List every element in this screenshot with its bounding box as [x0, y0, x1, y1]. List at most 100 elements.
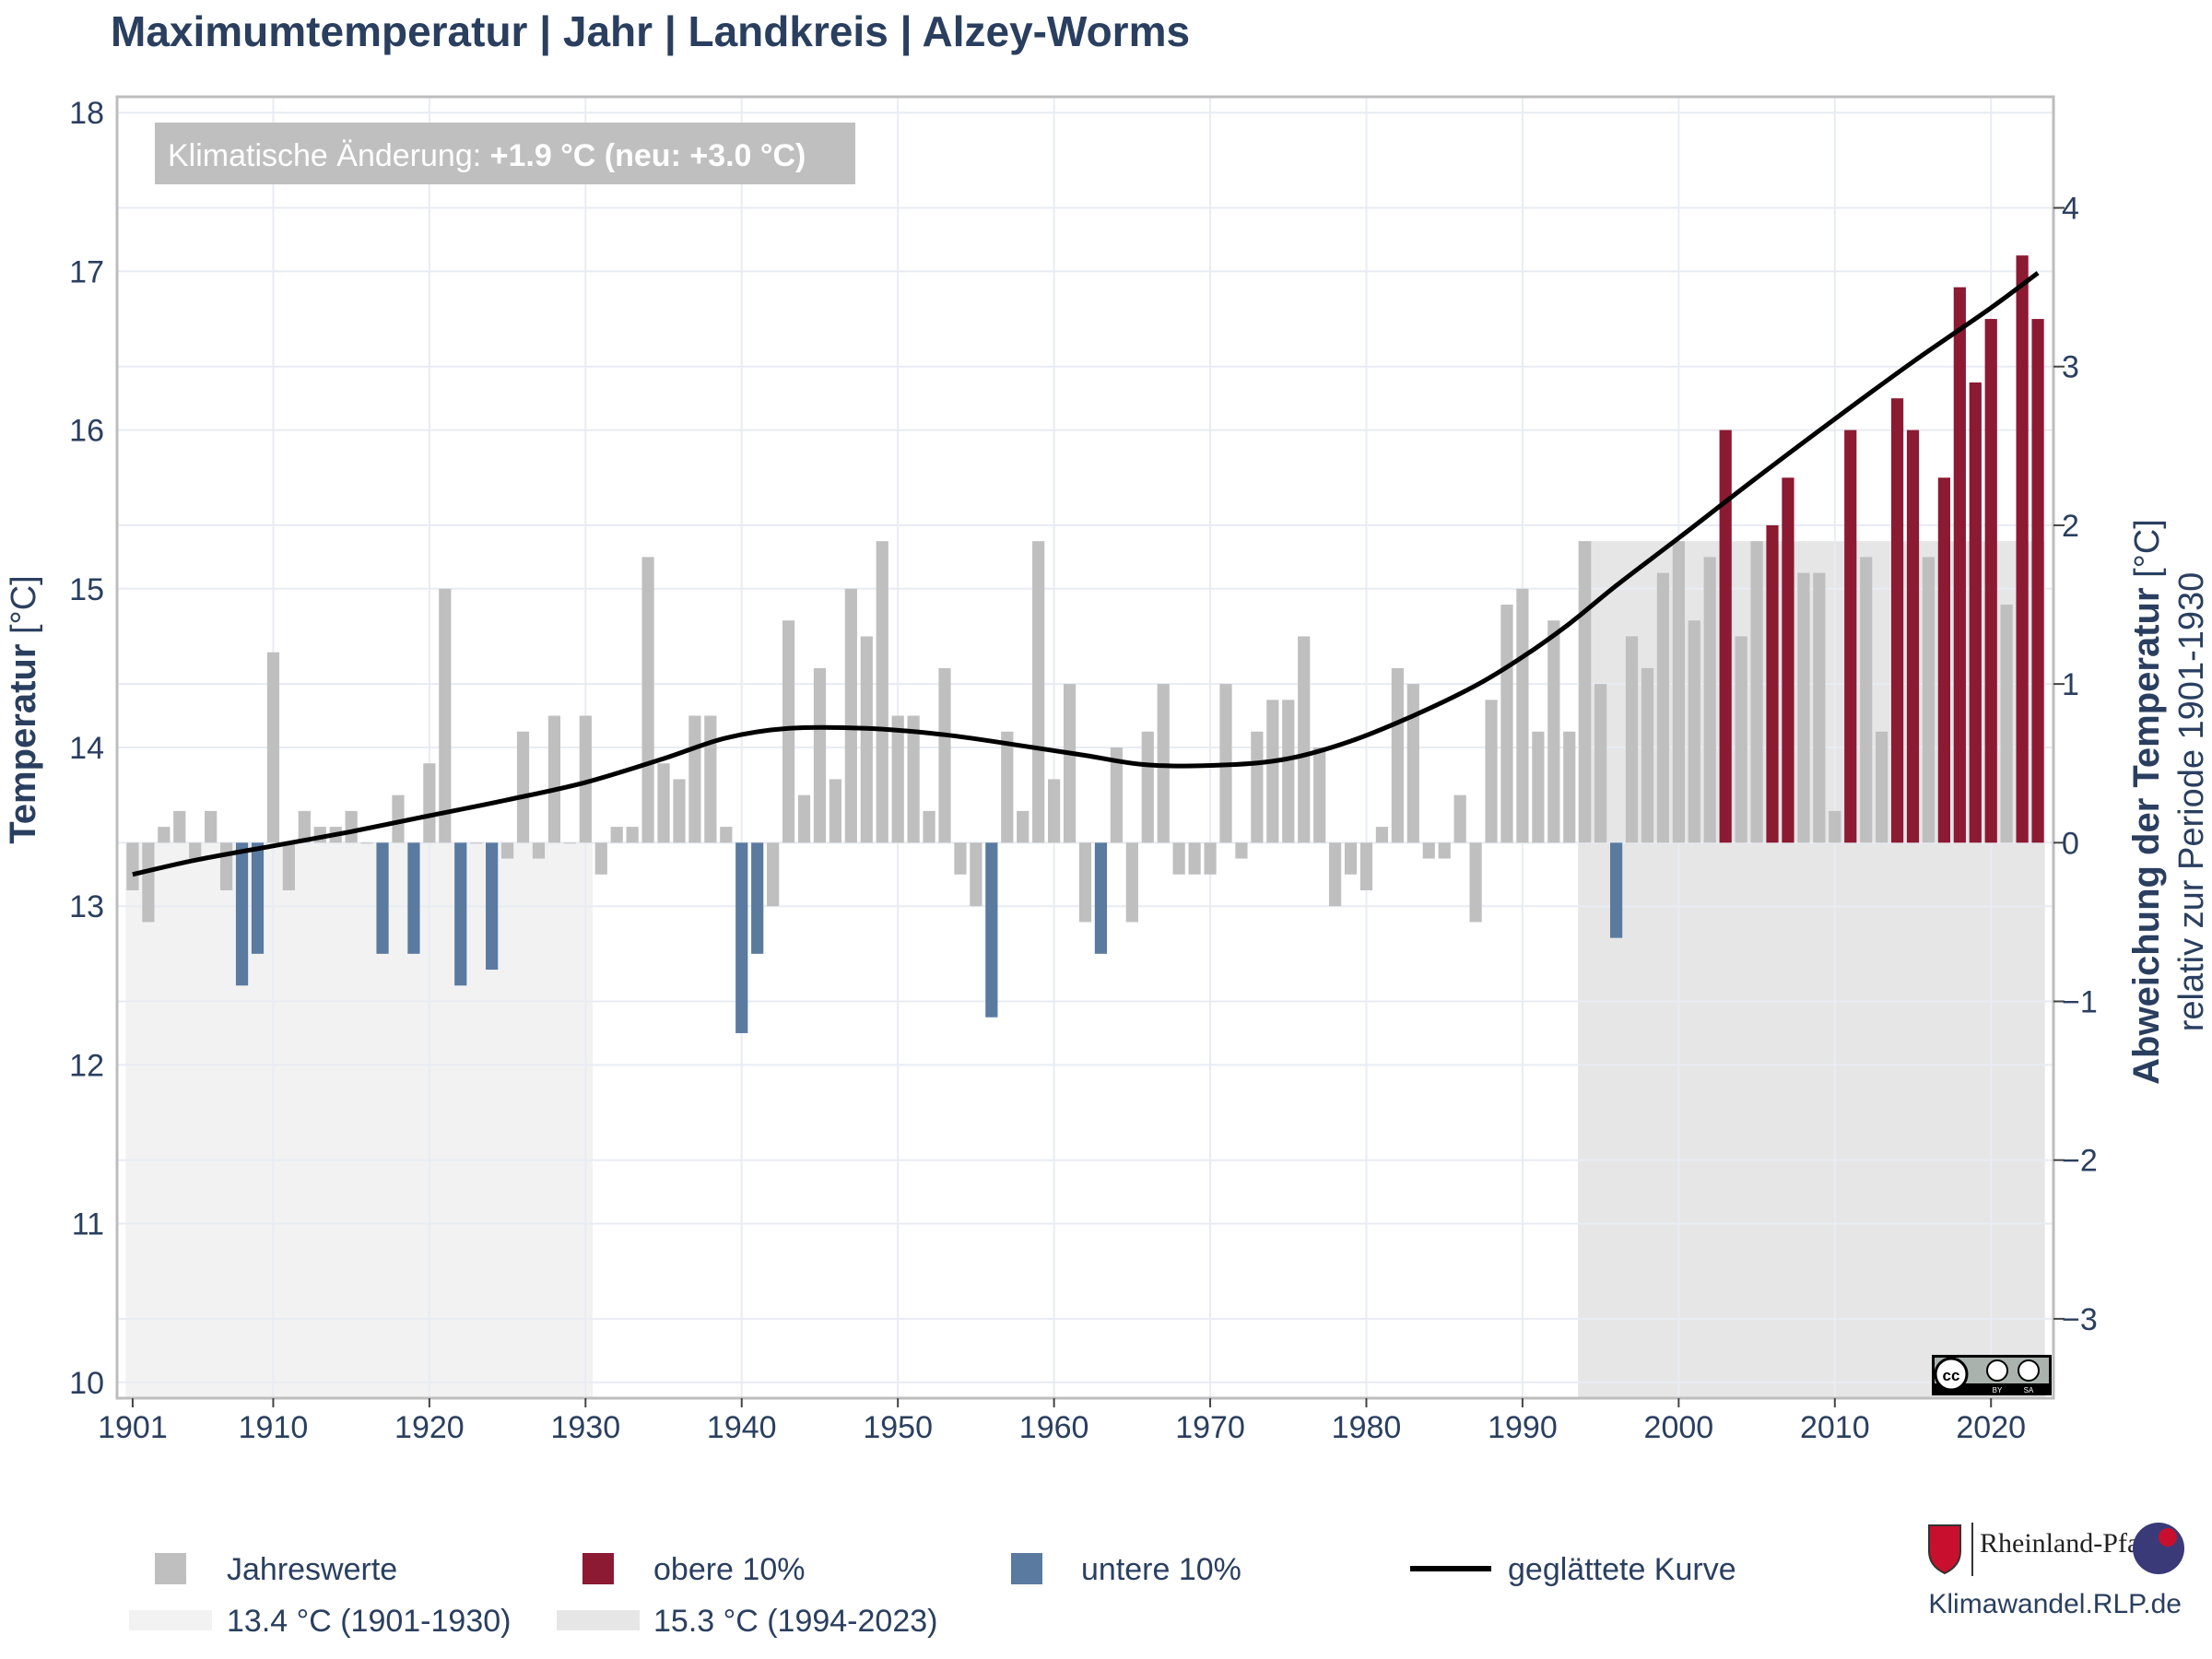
- bar-1948: [860, 636, 873, 843]
- bar-1936: [673, 779, 686, 843]
- right-axis-subtitle: relativ zur Periode 1901-1930: [2172, 572, 2211, 1032]
- bar-2023: [2031, 319, 2044, 843]
- bar-1911: [282, 842, 295, 890]
- x-tick-label-1901: 1901: [98, 1410, 168, 1445]
- bar-1912: [298, 810, 311, 843]
- bar-1977: [1313, 747, 1326, 843]
- x-tick-label-1940: 1940: [707, 1410, 777, 1445]
- cc-by-sa-badge: cc BY SA: [1932, 1355, 2052, 1395]
- bar-1923: [470, 842, 483, 844]
- bar-1979: [1344, 842, 1358, 875]
- bar-1940: [735, 842, 748, 1033]
- bar-2015: [1906, 429, 1920, 843]
- x-tick-label-1910: 1910: [239, 1410, 309, 1445]
- bar-1991: [1532, 731, 1545, 843]
- bar-1924: [486, 842, 499, 971]
- y-tick-label-14: 14: [69, 731, 104, 766]
- y-tick-label-12: 12: [69, 1048, 104, 1083]
- by-icon: [1986, 1359, 2008, 1382]
- annotation-prefix: Klimatische Änderung:: [168, 138, 490, 173]
- bar-1994: [1579, 541, 1592, 843]
- y2-tick-label--2: −2: [2062, 1144, 2098, 1179]
- x-axis: 1901 1910 1920 1930 1940 1950 1960 1970 1980 1990…: [98, 1398, 2026, 1445]
- bar-1964: [1110, 747, 1123, 843]
- chart-title: Maximumtemperatur | Jahr | Landkreis | A…: [111, 7, 1190, 55]
- y-tick-label-13: 13: [69, 889, 104, 924]
- x-tick-label-2000: 2000: [1644, 1410, 1714, 1445]
- bar-1976: [1298, 636, 1311, 843]
- bar-1910: [266, 652, 280, 843]
- bar-2019: [1969, 382, 1982, 843]
- bar-1925: [500, 842, 514, 859]
- plot-area: [115, 95, 2055, 1400]
- bar-1935: [657, 763, 670, 843]
- bar-1939: [720, 827, 733, 843]
- bar-2004: [1735, 636, 1747, 843]
- annotation-box: [155, 123, 855, 184]
- bar-1915: [345, 810, 358, 843]
- bar-1970: [1204, 842, 1217, 875]
- right-axis-title: Abweichung der Temperatur [°C]: [2126, 519, 2167, 1085]
- bar-1999: [1656, 572, 1670, 843]
- right-axis-title-main: Abweichung der Temperatur: [2126, 587, 2167, 1084]
- bar-1951: [907, 715, 920, 843]
- bar-1983: [1406, 684, 1419, 843]
- bar-1909: [251, 842, 265, 954]
- bar-1903: [158, 827, 171, 843]
- bar-1961: [1063, 684, 1077, 843]
- bar-2008: [1797, 572, 1810, 843]
- svg-text:SA: SA: [2024, 1386, 2034, 1394]
- bar-1997: [1625, 636, 1639, 843]
- legend-untere: untere 10%: [1081, 1552, 1241, 1587]
- bar-1943: [782, 620, 795, 843]
- site-link[interactable]: Klimawandel.RLP.de: [1928, 1589, 2182, 1619]
- sa-icon: [2018, 1359, 2040, 1382]
- bar-1982: [1391, 667, 1404, 843]
- legend-swatch-obere: [582, 1553, 614, 1584]
- bar-2011: [1844, 429, 1857, 843]
- bar-1967: [1157, 684, 1170, 843]
- left-axis-title: Temperatur [°C]: [3, 575, 43, 843]
- bar-1937: [688, 715, 701, 843]
- bar-1941: [751, 842, 764, 954]
- x-tick-label-1980: 1980: [1332, 1410, 1402, 1445]
- y-tick-label-18: 18: [69, 96, 104, 131]
- bar-1996: [1609, 842, 1623, 938]
- y2-tick-label-1: 1: [2062, 667, 2079, 702]
- bar-1984: [1422, 842, 1435, 859]
- bar-1958: [1017, 810, 1030, 843]
- bar-1932: [610, 827, 623, 843]
- bar-1902: [142, 842, 155, 923]
- x-tick-label-1930: 1930: [550, 1410, 620, 1445]
- bar-1907: [219, 842, 233, 890]
- bar-1920: [423, 763, 436, 843]
- rlp-logo: Rheinland-Pfalz: [1928, 1523, 2184, 1576]
- bar-1973: [1251, 731, 1264, 843]
- klimafolgen-icon: [2133, 1523, 2184, 1574]
- bar-1950: [891, 715, 904, 843]
- legend: Jahreswerte obere 10% untere 10% geglätt…: [129, 1552, 1736, 1639]
- bar-1944: [797, 794, 811, 843]
- bar-1988: [1485, 700, 1498, 843]
- bar-1966: [1141, 731, 1154, 843]
- bar-1998: [1641, 667, 1654, 843]
- coat-of-arms-icon: [1928, 1524, 1961, 1575]
- left-axis-title-unit: [°C]: [5, 575, 43, 643]
- bar-2002: [1703, 557, 1716, 843]
- bar-1960: [1048, 779, 1061, 843]
- bar-1917: [376, 842, 389, 954]
- y-tick-label-16: 16: [69, 414, 104, 449]
- y-axis-left: 10 11 12 13 14 15 16 17 18: [69, 96, 104, 1401]
- bar-1942: [767, 842, 780, 907]
- bar-1980: [1359, 842, 1373, 890]
- bar-1901: [126, 842, 139, 890]
- y-axis-right: −3 −2 −1 0 1 2 3 4: [2053, 192, 2098, 1337]
- smoothed-curve: [132, 271, 2040, 877]
- y-tick-label-11: 11: [72, 1207, 104, 1242]
- bar-1953: [938, 667, 951, 843]
- bar-1957: [1001, 731, 1014, 843]
- bar-1985: [1438, 842, 1451, 859]
- bar-1946: [829, 779, 842, 843]
- y2-tick-label-3: 3: [2062, 350, 2079, 385]
- bar-1921: [439, 588, 452, 843]
